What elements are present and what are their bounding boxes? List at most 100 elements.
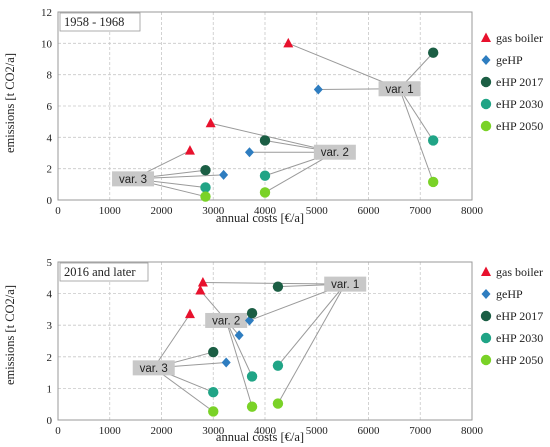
annotation-label: var. 3 xyxy=(140,363,168,375)
legend-label: geHP xyxy=(496,287,523,301)
legend-marker-gas-boiler xyxy=(481,32,491,42)
x-tick-label: 2000 xyxy=(151,205,174,217)
y-axis-title: emissions [t CO2/a] xyxy=(3,285,17,385)
y-tick-label: 2 xyxy=(47,164,53,176)
legend-marker-ehp-2017 xyxy=(480,76,492,88)
data-point-ehp-2030 xyxy=(427,135,439,146)
y-tick-label: 1 xyxy=(47,383,53,395)
legend-label: geHP xyxy=(496,53,523,67)
annotation-box xyxy=(205,312,248,328)
data-point-gas-boiler xyxy=(205,117,216,128)
y-axis-title: emissions [t CO2/a] xyxy=(3,53,17,153)
x-tick-label: 0 xyxy=(55,425,61,437)
data-point-ehp-2017 xyxy=(200,165,211,176)
legend-marker-ehp-2050 xyxy=(480,120,492,132)
data-point-ehp-2050 xyxy=(427,176,439,188)
chart-panel-1958-1968: emissions [t CO2/a] annual costs [€/a] 0… xyxy=(3,7,484,225)
y-tick-label: 6 xyxy=(47,101,53,113)
legend-marker-ehp-2030 xyxy=(480,98,492,110)
data-point-gehp xyxy=(221,357,231,368)
x-tick-label: 8000 xyxy=(461,425,484,437)
plot-area-border xyxy=(57,11,473,201)
data-point-ehp-2017 xyxy=(208,346,219,358)
y-tick-label: 0 xyxy=(47,415,53,427)
data-point-ehp-2050 xyxy=(272,398,284,409)
annotation-connector xyxy=(399,88,434,183)
x-tick-label: 5000 xyxy=(306,205,329,217)
x-axis-title: annual costs [€/a] xyxy=(216,430,304,444)
data-point-ehp-2030 xyxy=(272,360,284,371)
x-tick-label: 1000 xyxy=(99,425,122,437)
legend-marker-gehp xyxy=(481,55,491,65)
x-tick-label: 7000 xyxy=(409,425,432,437)
data-point-gehp xyxy=(234,330,244,341)
data-point-ehp-2050 xyxy=(259,187,271,198)
data-point-gehp xyxy=(244,147,254,158)
y-tick-label: 0 xyxy=(47,195,53,207)
data-point-gehp xyxy=(219,169,229,180)
y-tick-label: 5 xyxy=(47,257,53,269)
annotation-connector xyxy=(399,88,434,141)
legend-label: eHP 2017 xyxy=(496,309,543,323)
y-tick-label: 12 xyxy=(41,7,52,19)
annotation-connector xyxy=(288,42,400,90)
annotation-box xyxy=(132,360,175,376)
data-point-ehp-2050 xyxy=(246,401,258,412)
y-tick-label: 4 xyxy=(47,289,53,301)
data-point-ehp-2017 xyxy=(246,307,258,319)
legend-label: eHP 2050 xyxy=(496,353,543,367)
legend-top: gas boiler geHP eHP 2017 eHP 2030 eHP 2050 xyxy=(480,31,543,133)
legend-marker-ehp-2030 xyxy=(480,332,492,344)
data-point-ehp-2030 xyxy=(259,170,271,181)
annotation-label: var. 2 xyxy=(321,147,349,159)
annotation-label: var. 3 xyxy=(119,174,147,186)
y-tick-label: 8 xyxy=(47,70,53,82)
panel-title-box xyxy=(59,12,141,32)
legend-label: eHP 2030 xyxy=(496,97,543,111)
legend-bottom: gas boiler geHP eHP 2017 eHP 2030 eHP 2050 xyxy=(480,265,543,367)
x-tick-label: 4000 xyxy=(254,425,277,437)
y-tick-label: 4 xyxy=(47,132,53,144)
legend-marker-gas-boiler xyxy=(481,266,491,276)
data-point-ehp-2050 xyxy=(200,191,211,202)
data-point-gas-boiler xyxy=(197,277,208,287)
x-tick-label: 6000 xyxy=(358,205,381,217)
x-tick-label: 5000 xyxy=(306,425,329,437)
x-tick-label: 3000 xyxy=(202,425,225,437)
data-point-ehp-2050 xyxy=(208,406,219,417)
x-tick-label: 4000 xyxy=(254,205,277,217)
data-point-gehp xyxy=(313,84,323,95)
annotations: var. 1 var. 2 var. 3 xyxy=(132,276,367,412)
data-point-ehp-2030 xyxy=(246,371,258,382)
chart-panel-2016-later: emissions [t CO2/a] annual costs [€/a] 0… xyxy=(3,257,484,444)
x-tick-label: 1000 xyxy=(99,205,122,217)
panel-title-box xyxy=(59,262,149,282)
y-tick-label: 10 xyxy=(41,38,53,50)
annotation-connector xyxy=(225,320,253,407)
x-tick-label: 6000 xyxy=(358,425,381,437)
x-tick-label: 3000 xyxy=(202,205,225,217)
data-points xyxy=(184,37,439,202)
gridlines xyxy=(57,261,473,421)
data-point-gas-boiler xyxy=(283,37,294,48)
data-point-ehp-2017 xyxy=(259,135,271,146)
data-point-ehp-2030 xyxy=(208,386,219,398)
plot-area-border xyxy=(57,261,473,421)
annotation-box xyxy=(313,144,356,160)
annotation-label: var. 2 xyxy=(212,315,240,327)
data-points xyxy=(184,277,284,417)
legend-label: gas boiler xyxy=(496,31,543,45)
panel-title: 1958 - 1968 xyxy=(64,15,124,29)
y-tick-label: 3 xyxy=(47,320,53,332)
x-axis-title: annual costs [€/a] xyxy=(216,211,304,225)
x-tick-label: 7000 xyxy=(409,205,432,217)
data-point-ehp-2017 xyxy=(272,281,284,292)
legend-label: gas boiler xyxy=(496,265,543,279)
legend-marker-ehp-2050 xyxy=(480,354,492,366)
data-point-gas-boiler xyxy=(195,284,206,295)
annotation-box xyxy=(378,81,421,97)
data-point-gas-boiler xyxy=(184,145,195,155)
annotation-label: var. 1 xyxy=(331,279,359,291)
legend-label: eHP 2050 xyxy=(496,119,543,133)
